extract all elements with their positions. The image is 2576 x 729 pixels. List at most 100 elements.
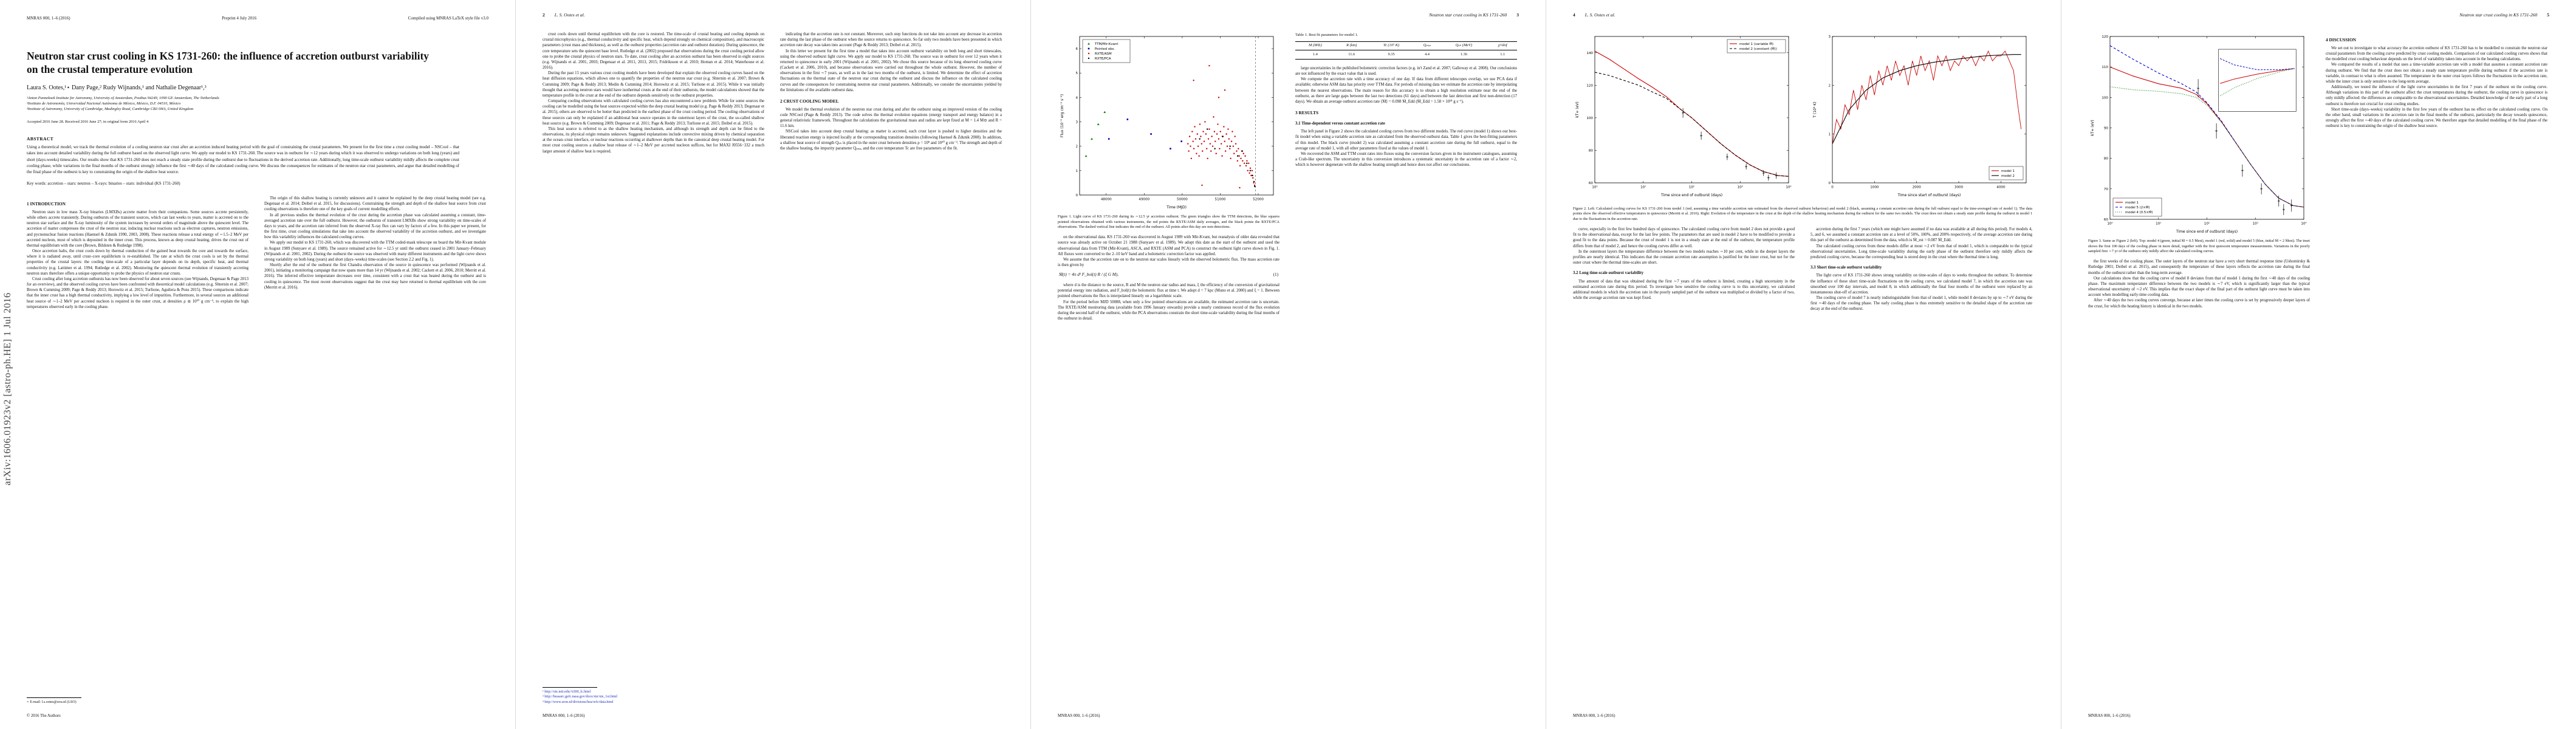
svg-text:120: 120	[1586, 84, 1593, 87]
svg-text:60: 60	[2104, 218, 2109, 222]
footnote-url-1: ¹ http://xte.mit.edu/ASM_lc.html	[543, 690, 591, 694]
page-number: 5	[2547, 12, 2549, 18]
paragraph: indicating that the accretion rate is no…	[780, 32, 1002, 48]
svg-text:52000: 52000	[1253, 198, 1264, 202]
table-1-caption: Table 1. Best fit parameters for model 1…	[1295, 33, 1358, 37]
footnote-rule	[543, 686, 597, 688]
svg-text:4000: 4000	[1996, 186, 2006, 190]
svg-text:Time since end of outburst (da: Time since end of outburst (days)	[2176, 230, 2238, 234]
svg-text:10²: 10²	[2204, 222, 2210, 226]
compiled-note: Compiled using MNRAS LaTeX style file v3…	[408, 16, 488, 21]
paragraph: where d is the distance to the source, R…	[1058, 283, 1279, 299]
running-head: Neutron star crust cooling in KS 1731-26…	[2088, 12, 2549, 18]
running-head: 2 L. S. Ootes et al.	[543, 12, 1004, 18]
author-list: Laura S. Ootes,¹⋆ Dany Page,² Rudy Wijna…	[27, 84, 207, 92]
abstract-label: ABSTRACT	[27, 136, 54, 142]
svg-text:10¹: 10¹	[2156, 222, 2161, 226]
svg-text:10¹: 10¹	[1640, 185, 1646, 190]
footnote-url-3: ³ http://www.sron.nl/divisions/hea/wfc/d…	[543, 700, 614, 704]
paragraph: We compute the accretion rate with a tim…	[1295, 77, 1517, 104]
column-left: 10⁰ 10¹ 10² 10³ 10⁴ 60 70 80 90 100 110 120 Time sin…	[2088, 32, 2310, 676]
page-footer: © 2016 The Authors	[27, 714, 61, 718]
page-3: Neutron star crust cooling in KS 1731-26…	[1030, 0, 1546, 729]
svg-text:3: 3	[1828, 35, 1831, 39]
svg-text:2000: 2000	[1913, 186, 1922, 190]
section-heading: 3 RESULTS	[1295, 110, 1319, 116]
abstract-text: Using a theoretical model, we track the …	[27, 145, 459, 174]
paragraph: Short time-scale (days–weeks) variabilit…	[2326, 107, 2547, 129]
footnote-rule	[27, 697, 81, 698]
svg-text:1: 1	[1828, 133, 1831, 137]
paragraph: on the observational data. KS 1731-260 w…	[1058, 235, 1279, 256]
paragraph: In all previous studies the thermal evol…	[264, 213, 486, 240]
column-left: crust cools down until thermal equilibri…	[543, 32, 764, 676]
dates-line: Accepted 2016 June 28. Received 2016 Jun…	[27, 120, 149, 125]
svg-text:model 1: model 1	[2001, 169, 2015, 173]
column-right: The origin of this shallow heating is cu…	[264, 196, 486, 590]
svg-text:110: 110	[2102, 66, 2108, 69]
paragraph: After ∼40 days the two cooling curves co…	[2088, 298, 2310, 309]
paragraph: For the period before MJD 50088, when on…	[1058, 299, 1279, 321]
svg-text:48000: 48000	[1101, 198, 1112, 202]
running-title: Neutron star crust cooling in KS 1731-26…	[1429, 12, 1507, 18]
running-title: Neutron star crust cooling in KS 1731-26…	[2459, 12, 2538, 18]
paragraph: The light curve of KS 1731-260 shows str…	[1810, 273, 2032, 295]
arxiv-stamp: arXiv:1606.01923v2 [astro-ph.HE] 1 Jul 2…	[2, 292, 13, 485]
page-5: Neutron star crust cooling in KS 1731-26…	[2061, 0, 2576, 729]
svg-text:2: 2	[1828, 84, 1831, 87]
body-columns: 1 INTRODUCTION Neutron stars in low mass …	[27, 196, 488, 590]
paragraph: We compared the results of a model that …	[2326, 63, 2547, 84]
body-columns: curve, especially in the first few hundr…	[1573, 227, 2034, 652]
subsection-heading: 3.2 Long time-scale outburst variability	[1573, 271, 1644, 276]
paragraph: Crust cooling after long accretion outbu…	[27, 276, 248, 309]
svg-text:10⁰: 10⁰	[2107, 222, 2113, 226]
svg-text:2: 2	[1075, 145, 1078, 149]
svg-text:6: 6	[1075, 47, 1078, 51]
svg-text:49000: 49000	[1139, 198, 1149, 202]
page-footer: MNRAS 000, 1–6 (2016)	[1573, 714, 1615, 718]
svg-text:1000: 1000	[1870, 186, 1879, 190]
svg-text:4: 4	[1075, 96, 1078, 100]
svg-text:60: 60	[1589, 182, 1594, 185]
svg-text:T (10⁸ K): T (10⁸ K)	[1813, 101, 1817, 118]
svg-text:10⁴: 10⁴	[1786, 185, 1792, 190]
paragraph: During the past 15 years various crust c…	[543, 71, 764, 98]
svg-text:model 2: model 2	[2001, 174, 2015, 178]
section-heading: 4 DISCUSSION	[2326, 37, 2357, 43]
figure-2-right-panel: 0 1000 2000 3000 4000 0 1 2 3 Time since start of…	[1810, 32, 2032, 202]
svg-text:0: 0	[1075, 194, 1078, 197]
figure-2-panels: 10⁰ 10¹ 10² 10³ 10⁴ 60 80 100 120 140 Time since e…	[1573, 32, 2034, 204]
svg-text:3000: 3000	[1954, 186, 1964, 190]
svg-text:Time since end of outburst (da: Time since end of outburst (days)	[1660, 193, 1722, 197]
svg-text:Pointed obs.: Pointed obs.	[1095, 47, 1115, 51]
page-footer: MNRAS 000, 1–6 (2016)	[1058, 714, 1100, 718]
svg-text:Time since start of outburst (: Time since start of outburst (days)	[1897, 193, 1961, 197]
paragraph: curve, especially in the first few hundr…	[1573, 227, 1795, 248]
figure-2-caption: Figure 2. Left: Calculated cooling curve…	[1573, 207, 2032, 221]
column-right: Table 1. Best fit parameters for model 1…	[1295, 32, 1517, 658]
affiliation-1: ¹Anton Pannekoek Institute for Astronomy…	[27, 96, 219, 101]
svg-text:5: 5	[1075, 72, 1078, 75]
paragraph: We model the thermal evolution of the ne…	[780, 107, 1002, 129]
body-columns: 10⁰ 10¹ 10² 10³ 10⁴ 60 70 80 90 100 110 120 Time sin…	[2088, 32, 2549, 676]
url-footnotes: ¹ http://xte.mit.edu/ASM_lc.html ² http:…	[543, 685, 764, 705]
svg-text:model 2 (constant ⟨Ṁ⟩): model 2 (constant ⟨Ṁ⟩)	[1739, 47, 1777, 51]
paragraph: large uncertainties in the published bol…	[1295, 66, 1517, 77]
keywords-line: Key words: accretion – stars: neutron – …	[27, 180, 180, 186]
svg-text:model 5 (2×Ṁ): model 5 (2×Ṁ)	[2125, 205, 2150, 210]
paragraph: The amount of data that was obtained dur…	[1573, 279, 1795, 301]
paragraph: NSCool takes into account deep crustal h…	[780, 129, 1002, 151]
paper-title: Neutron star crust cooling in KS 1731-26…	[27, 50, 430, 75]
column-right-text: large uncertainties in the published bol…	[1295, 66, 1517, 658]
figure-plot: 10⁰ 10¹ 10² 10³ 10⁴ 60 70 80 90 100 110 120 Time sin…	[2091, 35, 2307, 234]
figure-3-caption: Figure 3. Same as Figure 2 (left). Top: …	[2088, 239, 2310, 253]
affiliation-2: ²Instituto de Astronomía, Universidad Na…	[27, 101, 181, 106]
paragraph: Once accretion halts, the crust cools do…	[27, 249, 248, 276]
svg-text:kT∞ (eV): kT∞ (eV)	[2091, 120, 2095, 136]
svg-text:RXTE/ASM: RXTE/ASM	[1095, 52, 1112, 56]
paragraph: In this letter we present for the first …	[780, 49, 1002, 92]
svg-text:80: 80	[2104, 157, 2109, 161]
author-footnote: ⋆ E-mail: l.s.ootes@uva.nl (LSO)	[27, 695, 248, 705]
preprint-date: Preprint 4 July 2016	[222, 16, 257, 21]
column-right: indicating that the accretion rate is no…	[780, 32, 1002, 676]
